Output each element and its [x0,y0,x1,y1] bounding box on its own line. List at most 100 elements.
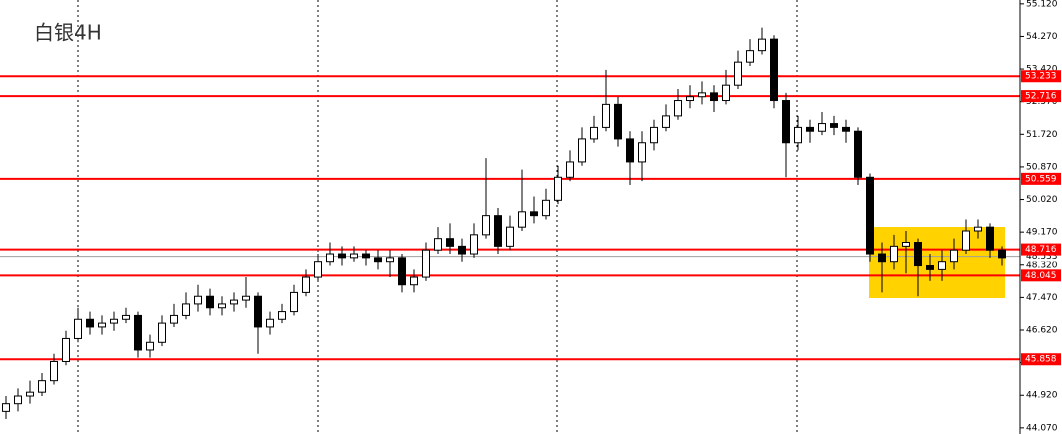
level-label: 45.858 [1025,355,1057,365]
candle-body [710,92,718,102]
candle-body [866,176,874,255]
candle-body [962,230,970,251]
candle-body [698,92,706,98]
current-price-label: 48.533 [1026,252,1058,262]
candle-body [830,123,838,128]
candle-body [590,126,598,140]
candle-body [386,257,394,263]
y-tick-label: 46.620 [1026,326,1058,336]
candle-body [626,138,634,163]
candle-body [146,341,154,351]
candle-body [98,322,106,328]
candle-body [194,295,202,305]
candle-body [410,276,418,286]
candle-body [758,38,766,52]
candle-body [566,161,574,178]
y-tick-label: 55.120 [1026,0,1058,9]
level-label-box [1021,70,1061,83]
y-tick-label: 51.720 [1026,130,1058,140]
level-label: 52.716 [1025,92,1057,102]
y-tick-label: 48.320 [1026,260,1058,270]
level-label-box [1021,90,1061,103]
candle-body [218,303,226,309]
level-label-box [1021,172,1061,185]
candle-body [818,123,826,132]
candle-body [878,253,886,263]
y-tick-label: 50.870 [1026,162,1058,172]
candle-body [614,103,622,140]
candle-body [302,276,310,293]
candle-body [398,257,406,286]
candle-body [902,242,910,247]
level-label-box [1021,353,1061,366]
candle-body [686,96,694,102]
level-label: 48.045 [1025,271,1057,281]
candle-body [998,249,1006,259]
y-tick-label: 53.420 [1026,65,1058,75]
candle-body [926,265,934,270]
level-label: 48.716 [1025,245,1057,255]
candle-body [494,215,502,247]
candle-body [290,291,298,313]
candle-body [662,115,670,128]
candle-body [314,261,322,278]
candle-body [230,299,238,305]
level-label-box [1021,243,1061,256]
candle-body [278,311,286,320]
level-label: 53.233 [1025,72,1057,82]
y-tick-label: 47.470 [1026,293,1058,303]
y-tick-label: 44.920 [1026,391,1058,401]
y-tick-label: 54.270 [1026,32,1058,42]
candle-body [722,84,730,102]
candle-body [602,103,610,128]
candle-body [374,257,382,263]
candle-body [362,253,370,259]
chart-title: 白银4H [34,21,102,45]
candle-body [938,261,946,270]
candle-body [734,61,742,86]
candle-body [338,253,346,259]
candle-body [578,138,586,163]
candle-body [854,130,862,178]
candle-body [542,199,550,217]
candle-body [806,126,814,132]
candle-body [74,318,82,339]
y-tick-label: 52.570 [1026,97,1058,107]
current-price-box [1021,251,1061,262]
candle-body [26,391,34,397]
candle-body [554,176,562,201]
y-tick-label: 50.020 [1026,195,1058,205]
candle-body [86,318,94,328]
candle-body [650,126,658,144]
candle-body [950,249,958,263]
candle-body [266,318,274,328]
candle-body [2,403,10,412]
candle-body [434,238,442,251]
candle-body [794,126,802,144]
y-tick-label: 49.170 [1026,228,1058,238]
period-separators [77,0,798,434]
candle-body [38,380,46,393]
candle-body [530,211,538,217]
candle-body [518,211,526,228]
highlight-box [869,227,1005,298]
level-label: 50.559 [1025,174,1057,184]
candle-body [14,395,22,405]
candle-body [770,38,778,102]
candle-body [134,314,142,351]
candle-body [206,295,214,309]
candle-body [350,253,358,259]
candle-body [674,100,682,117]
candle-body [746,50,754,63]
candle-body [326,253,334,263]
candle-body [458,245,466,255]
candle-body [842,126,850,132]
candle-body [446,238,454,247]
candle-body [890,245,898,263]
candle-body [422,249,430,278]
candle-body [974,226,982,232]
y-tick-label: 44.070 [1026,423,1058,433]
candle-body [254,295,262,328]
